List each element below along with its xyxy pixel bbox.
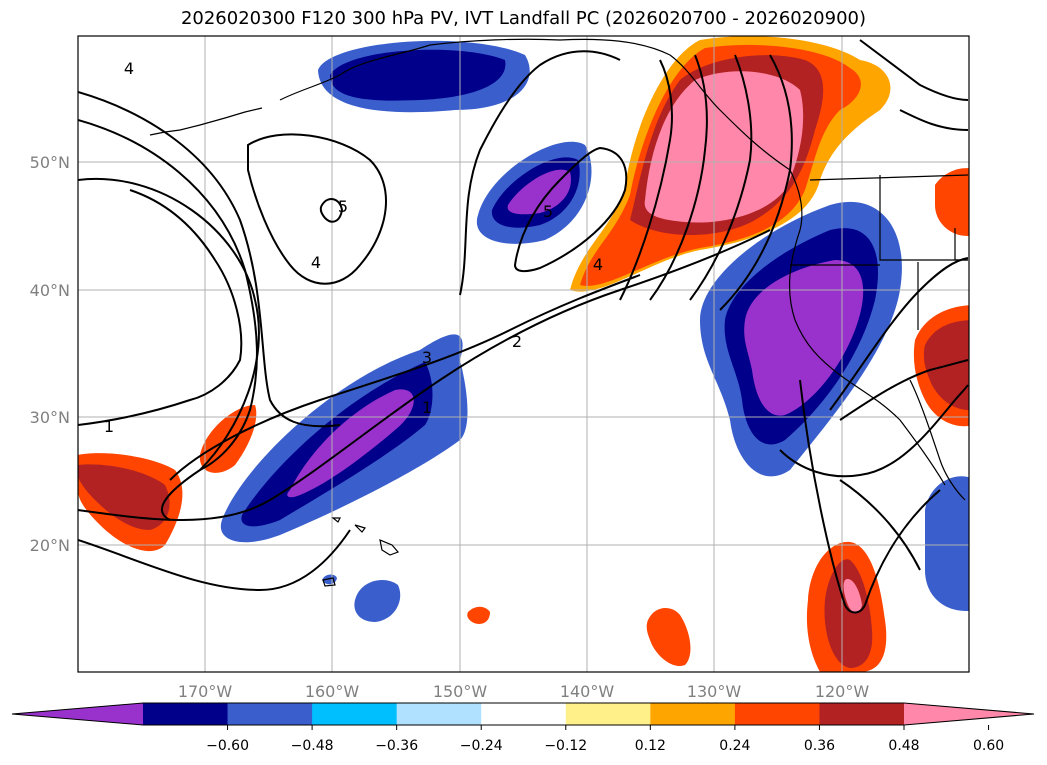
colorbar-swatch — [143, 703, 229, 725]
colorbar-swatch — [734, 703, 820, 725]
shade-neg-central — [476, 141, 592, 244]
lon-label: 150°W — [433, 682, 488, 701]
colorbar-tick-label: 0.60 — [973, 738, 1004, 754]
colorbar — [11, 702, 1035, 726]
contour-label: 1 — [422, 398, 432, 417]
lon-label: 140°W — [560, 682, 615, 701]
contour-label: 5 — [543, 202, 553, 221]
coastlines — [149, 38, 969, 587]
contour-label: 3 — [422, 348, 432, 367]
colorbar-swatch — [481, 703, 567, 725]
colorbar-swatch — [396, 703, 482, 725]
contour-label: 5 — [338, 197, 348, 216]
contour-label: 4 — [593, 255, 603, 274]
colorbar-extend-right — [904, 703, 1034, 725]
colorbar-tick-label: 0.36 — [804, 738, 835, 754]
contour-label: 1 — [104, 417, 114, 436]
map-title: 2026020300 F120 300 hPa PV, IVT Landfall… — [180, 8, 867, 29]
colorbar-extend-left — [12, 703, 143, 725]
pv-contours — [78, 39, 969, 614]
contour-label: 2 — [512, 332, 522, 351]
colorbar-tick-label: −0.48 — [291, 738, 334, 754]
colorbar-tick-label: 0.12 — [635, 738, 666, 754]
colorbar-tick-label: 0.48 — [888, 738, 919, 754]
colorbar-tick-label: −0.12 — [544, 738, 587, 754]
colorbar-swatch — [650, 703, 736, 725]
contour-label: 4 — [311, 253, 321, 272]
colorbar-tick-label: −0.60 — [206, 738, 249, 754]
lat-label: 40°N — [30, 281, 70, 300]
longitude-labels: 170°W 160°W 150°W 140°W 130°W 120°W — [178, 682, 870, 701]
colorbar-swatch — [227, 703, 313, 725]
colorbar-ticks: −0.60 −0.48 −0.36 −0.24 −0.12 0.12 0.24 0.36 0.4… — [206, 725, 1004, 754]
contour-label-group: 4 5 4 4 2 3 1 1 5 — [104, 59, 603, 436]
shade-pos-east — [467, 168, 969, 666]
colorbar-tick-label: −0.36 — [375, 738, 418, 754]
colorbar-outline — [11, 702, 1035, 726]
lon-label: 130°W — [687, 682, 742, 701]
lon-label: 170°W — [178, 682, 233, 701]
lat-label: 50°N — [30, 153, 70, 172]
gridlines — [78, 36, 969, 672]
colorbar-tick-label: 0.24 — [719, 738, 750, 754]
colorbar-swatch — [565, 703, 651, 725]
map-frame — [77, 35, 970, 673]
lon-label: 160°W — [305, 682, 360, 701]
shade-neg-small — [322, 476, 969, 622]
colorbar-tick-label: −0.24 — [460, 738, 503, 754]
latitude-labels: 50°N 40°N 30°N 20°N — [30, 153, 70, 555]
colorbar-swatch — [312, 703, 398, 725]
lat-label: 30°N — [30, 408, 70, 427]
lon-label: 120°W — [815, 682, 870, 701]
shade-neg-alaska — [318, 40, 530, 113]
colorbar-swatch — [819, 703, 905, 725]
contour-label: 4 — [124, 59, 134, 78]
lat-label: 20°N — [30, 536, 70, 555]
